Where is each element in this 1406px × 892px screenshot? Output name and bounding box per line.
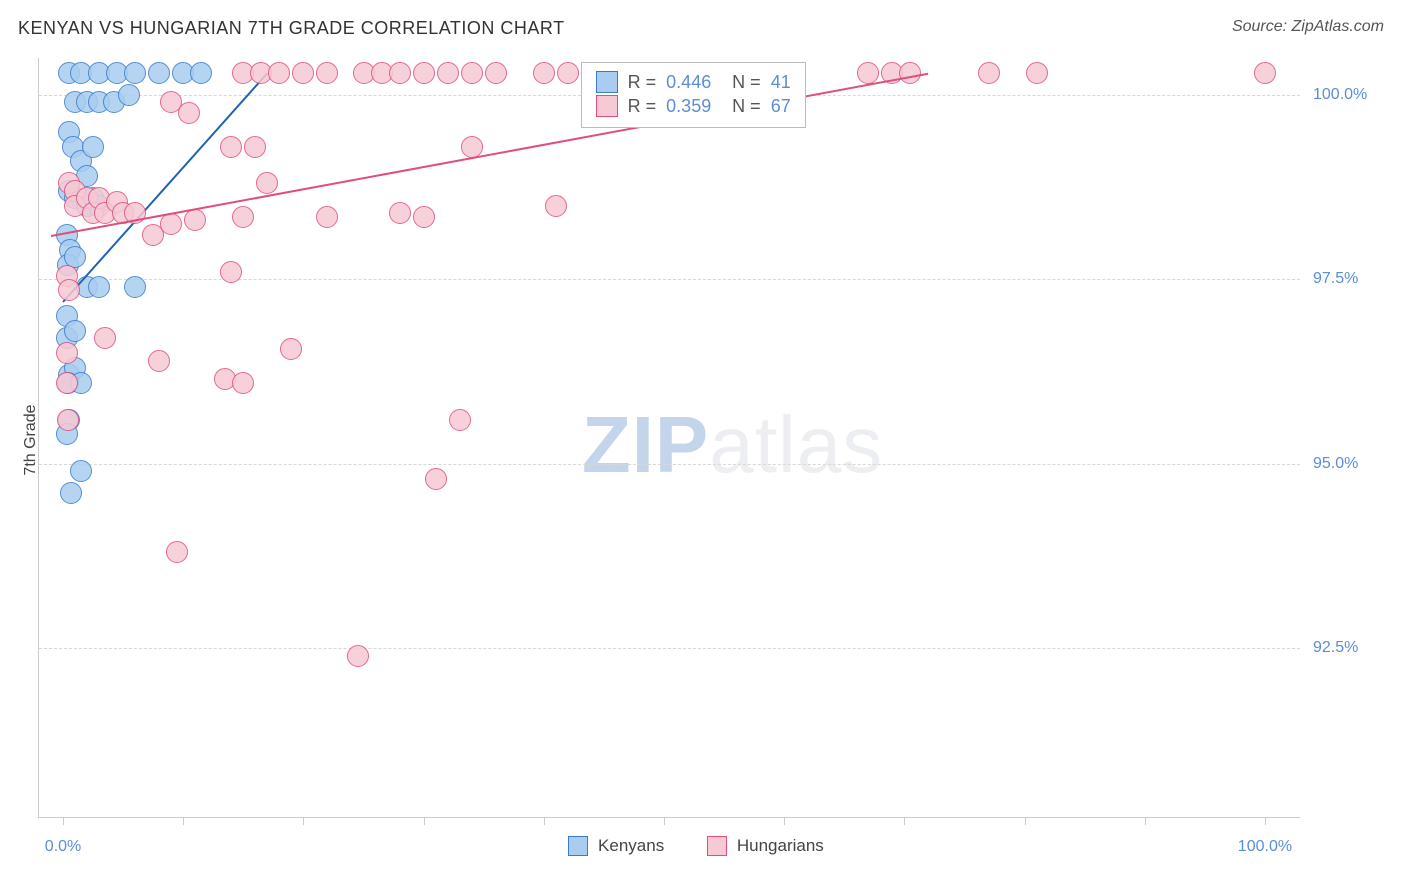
data-point — [58, 279, 80, 301]
data-point — [347, 645, 369, 667]
gridline — [39, 464, 1300, 465]
x-tick — [904, 817, 905, 825]
x-tick — [63, 817, 64, 825]
data-point — [557, 62, 579, 84]
data-point — [124, 276, 146, 298]
data-point — [1026, 62, 1048, 84]
watermark: ZIPatlas — [582, 399, 883, 491]
y-tick-label: 100.0% — [1313, 86, 1367, 104]
data-point — [64, 320, 86, 342]
data-point — [232, 206, 254, 228]
x-tick — [664, 817, 665, 825]
legend-label: Kenyans — [598, 836, 664, 856]
x-tick-label: 100.0% — [1238, 838, 1292, 856]
x-tick — [544, 817, 545, 825]
data-point — [88, 276, 110, 298]
data-point — [190, 62, 212, 84]
legend-row: R =0.446N =41 — [596, 71, 791, 93]
data-point — [70, 460, 92, 482]
x-tick — [1145, 817, 1146, 825]
data-point — [389, 202, 411, 224]
data-point — [316, 62, 338, 84]
y-tick-label: 97.5% — [1313, 270, 1358, 288]
data-point — [56, 372, 78, 394]
legend-swatch — [568, 836, 588, 856]
data-point — [166, 541, 188, 563]
legend-swatch — [596, 95, 618, 117]
data-point — [148, 62, 170, 84]
data-point — [280, 338, 302, 360]
data-point — [449, 409, 471, 431]
data-point — [94, 327, 116, 349]
data-point — [316, 206, 338, 228]
data-point — [232, 372, 254, 394]
x-tick — [1025, 817, 1026, 825]
legend-swatch — [596, 71, 618, 93]
chart-title: KENYAN VS HUNGARIAN 7TH GRADE CORRELATIO… — [18, 18, 565, 39]
data-point — [124, 62, 146, 84]
data-point — [437, 62, 459, 84]
data-point — [389, 62, 411, 84]
data-point — [220, 136, 242, 158]
data-point — [292, 62, 314, 84]
data-point — [857, 62, 879, 84]
data-point — [485, 62, 507, 84]
x-tick — [1265, 817, 1266, 825]
x-tick-label: 0.0% — [45, 838, 81, 856]
data-point — [413, 206, 435, 228]
series-legend-kenyans: Kenyans — [568, 836, 664, 856]
data-point — [244, 136, 266, 158]
data-point — [148, 350, 170, 372]
x-tick — [784, 817, 785, 825]
legend-row: R =0.359N =67 — [596, 95, 791, 117]
data-point — [82, 136, 104, 158]
data-point — [178, 102, 200, 124]
data-point — [57, 409, 79, 431]
gridline — [39, 648, 1300, 649]
data-point — [461, 136, 483, 158]
data-point — [533, 62, 555, 84]
data-point — [413, 62, 435, 84]
data-point — [978, 62, 1000, 84]
legend-label: Hungarians — [737, 836, 824, 856]
legend-swatch — [707, 836, 727, 856]
y-tick-label: 95.0% — [1313, 455, 1358, 473]
data-point — [461, 62, 483, 84]
data-point — [56, 342, 78, 364]
data-point — [220, 261, 242, 283]
data-point — [160, 213, 182, 235]
x-tick — [183, 817, 184, 825]
data-point — [60, 482, 82, 504]
data-point — [118, 84, 140, 106]
series-legend-hungarians: Hungarians — [707, 836, 824, 856]
x-tick — [303, 817, 304, 825]
data-point — [425, 468, 447, 490]
correlation-legend: R =0.446N =41R =0.359N =67 — [581, 62, 806, 128]
x-tick — [424, 817, 425, 825]
y-tick-label: 92.5% — [1313, 639, 1358, 657]
plot-area: ZIPatlas92.5%95.0%97.5%100.0%0.0%100.0% — [38, 58, 1300, 818]
data-point — [268, 62, 290, 84]
source-attribution: Source: ZipAtlas.com — [1232, 18, 1384, 36]
data-point — [545, 195, 567, 217]
data-point — [256, 172, 278, 194]
data-point — [1254, 62, 1276, 84]
data-point — [184, 209, 206, 231]
data-point — [899, 62, 921, 84]
chart-container: KENYAN VS HUNGARIAN 7TH GRADE CORRELATIO… — [0, 0, 1406, 892]
